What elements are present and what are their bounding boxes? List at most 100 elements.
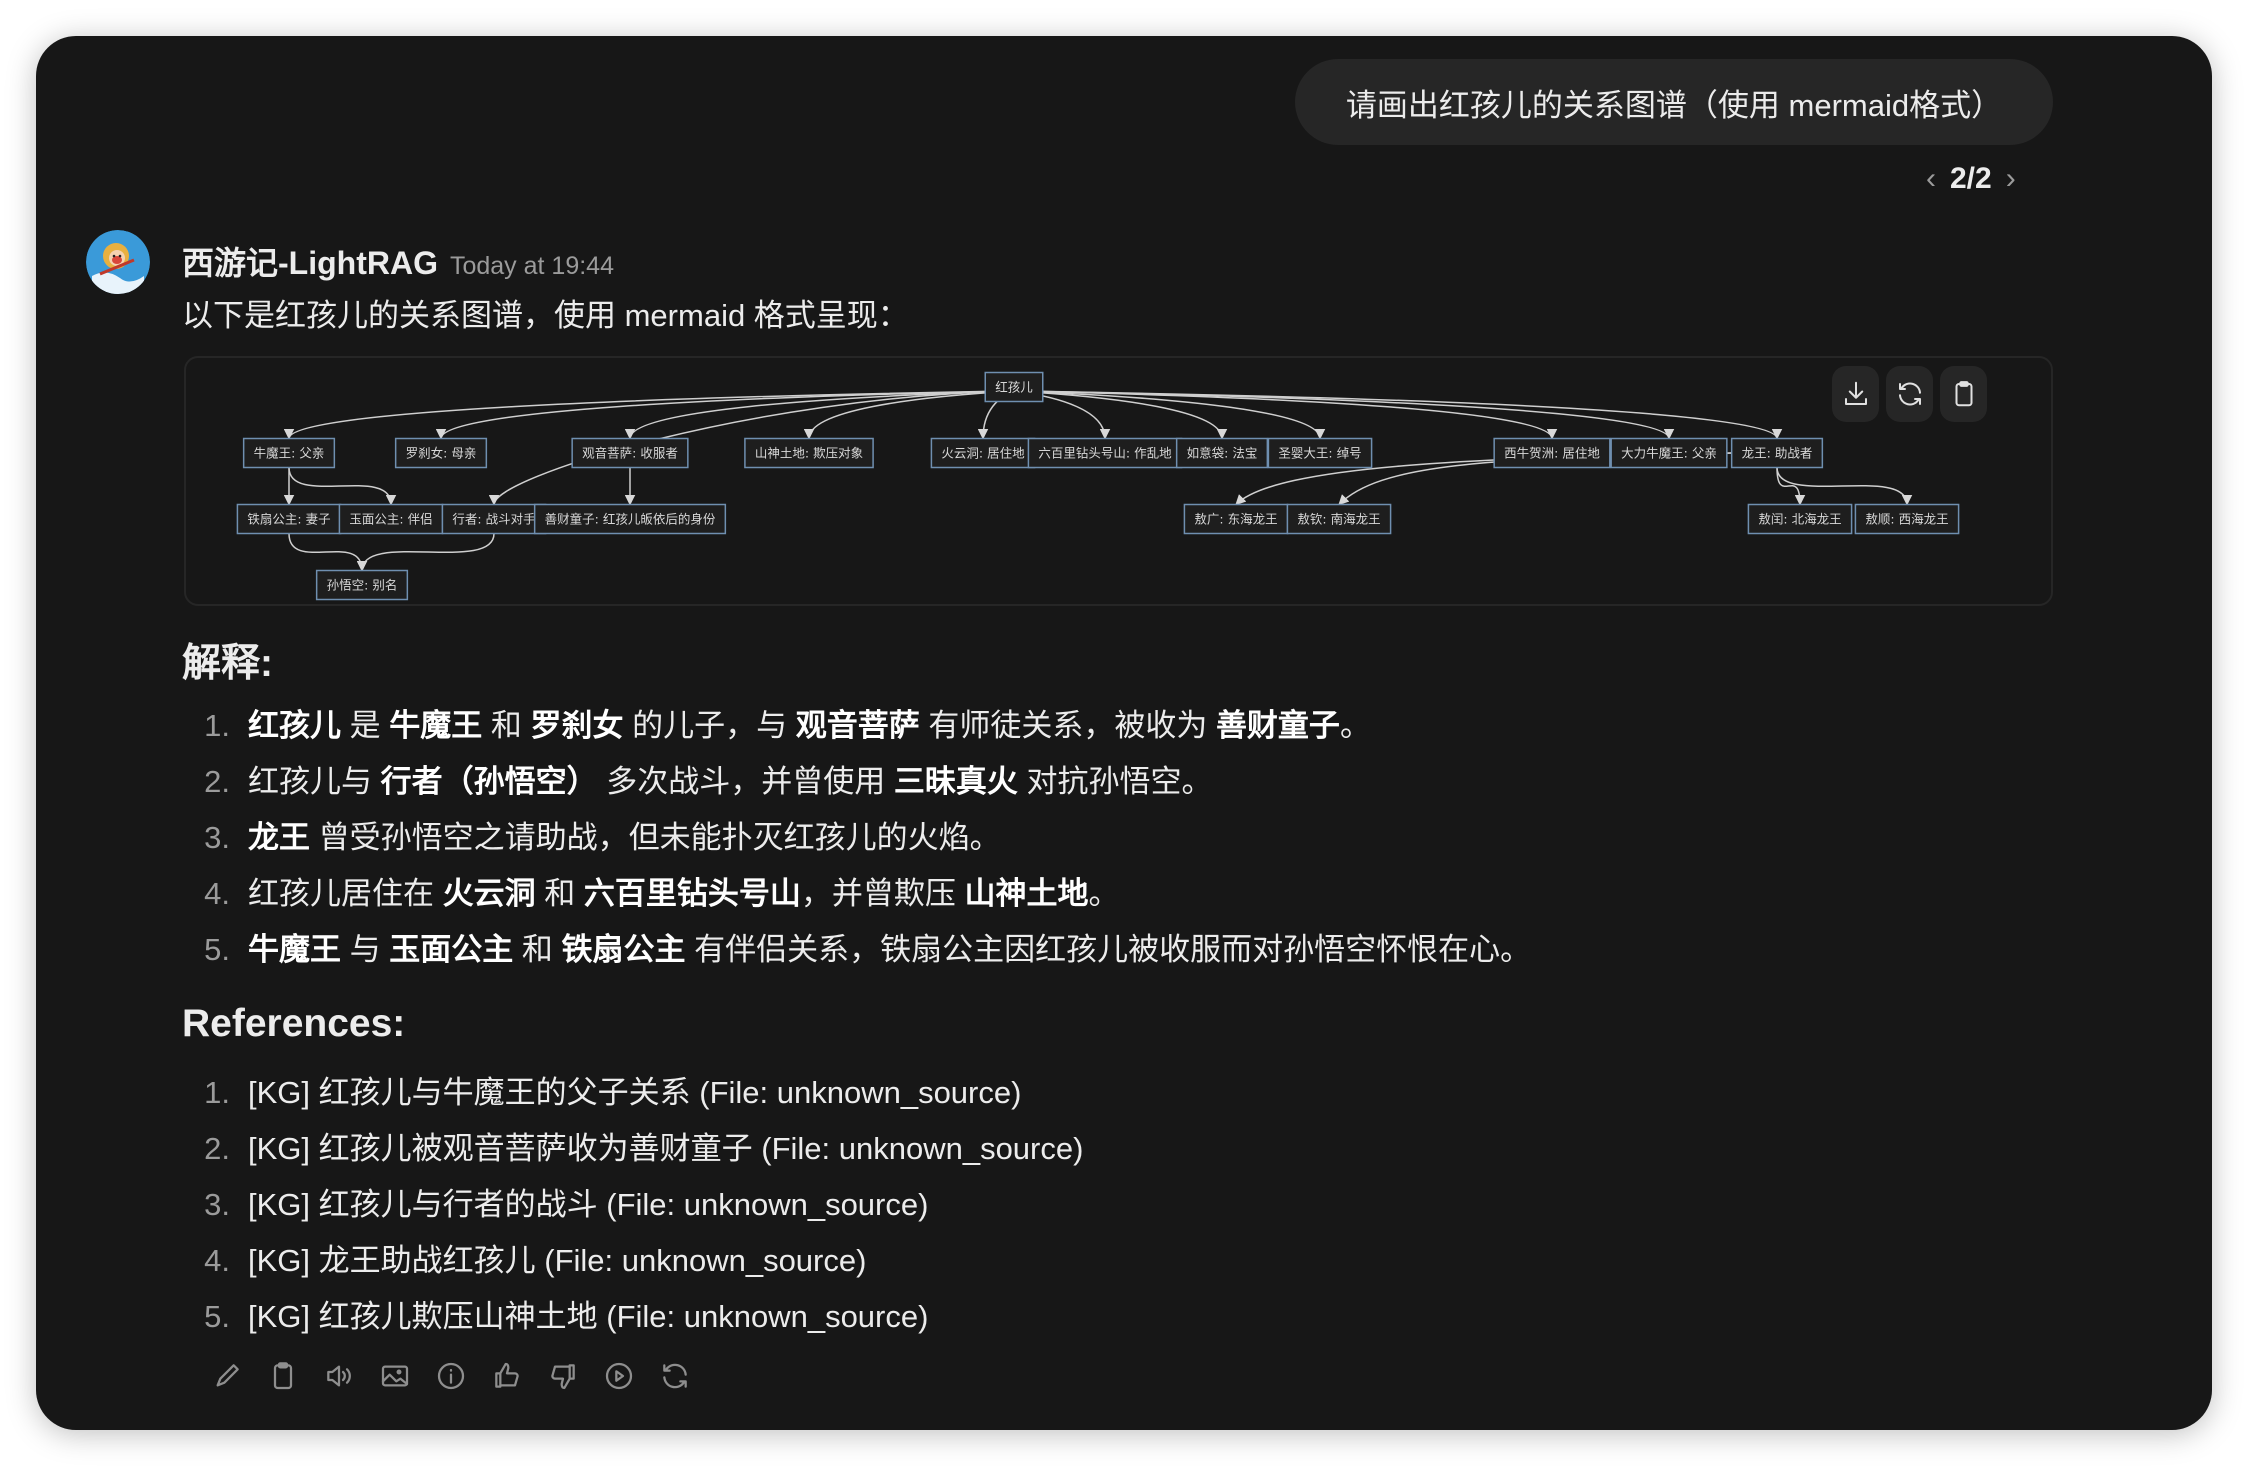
node-label: 敖钦: 南海龙王: [1297, 512, 1380, 527]
list-number: 4.: [204, 876, 230, 911]
download-icon: [1844, 381, 1867, 405]
bold-term: 山神土地: [964, 876, 1089, 911]
play-button[interactable]: [601, 1358, 637, 1394]
text-segment: 对抗孙悟空。: [1017, 764, 1213, 799]
bold-term: 六百里钻头号山: [583, 876, 801, 911]
regenerate-button[interactable]: [657, 1358, 693, 1394]
node-lsn: 罗刹女: 母亲: [394, 437, 488, 469]
edge-root-nmw: [283, 390, 1015, 440]
node-label: 火云洞: 居住地: [941, 446, 1025, 461]
node-label: 牛魔王: 父亲: [254, 446, 325, 461]
bold-term: 龙王: [248, 820, 310, 855]
copy-diagram-button[interactable]: [1940, 366, 1987, 422]
node-label: 孙悟空: 别名: [327, 578, 398, 593]
user-message-text: 请画出红孩儿的关系图谱（使用 mermaid格式）: [1345, 87, 2003, 123]
text-segment: 有师徒关系，被收为: [919, 708, 1216, 743]
text-segment: 。: [1088, 876, 1120, 911]
chevron-right-icon[interactable]: ›: [2005, 162, 2016, 195]
bold-term: 行者（孙悟空）: [380, 764, 598, 799]
reference-item: 3. [KG] 红孩儿与行者的战斗 (File: unknown_source): [182, 1177, 1083, 1233]
info-button[interactable]: [433, 1358, 469, 1394]
text-segment: 红孩儿与: [248, 764, 381, 799]
bold-term: 红孩儿: [248, 708, 341, 743]
image-icon: [381, 1365, 409, 1387]
node-lw: 龙王: 助战者: [1730, 437, 1824, 469]
pager-count: 2/2: [1950, 162, 1992, 195]
list-number: 2.: [204, 1131, 230, 1166]
regenerate-icon: [663, 1363, 687, 1389]
edge-lw-ar: [1776, 467, 1806, 506]
node-sydw: 圣婴大王: 绰号: [1267, 437, 1373, 469]
bold-term: 观音菩萨: [795, 708, 920, 743]
info-icon: [437, 1362, 465, 1390]
text-segment: 和: [513, 932, 562, 967]
reference-text: [KG] 红孩儿被观音菩萨收为善财童子 (File: unknown_sourc…: [248, 1131, 1084, 1166]
reference-item: 4. [KG] 龙王助战红孩儿 (File: unknown_source): [182, 1233, 1083, 1289]
edit-icon: [216, 1364, 239, 1387]
bold-term: 牛魔王: [248, 932, 341, 967]
explanation-heading: 解释:: [182, 642, 273, 685]
response-pager: ‹ 2/2 ›: [1926, 162, 2016, 196]
node-aq: 敖钦: 南海龙王: [1286, 503, 1392, 535]
node-label: 六百里钻头号山: 作乱地: [1038, 446, 1172, 461]
list-number: 2.: [204, 764, 230, 799]
message-timestamp: Today at 19:44: [449, 252, 614, 280]
message-actions-toolbar: [209, 1358, 693, 1394]
read-aloud-button[interactable]: [321, 1358, 357, 1394]
thumbs-up-button[interactable]: [489, 1358, 525, 1394]
list-number: 3.: [204, 1187, 230, 1222]
node-label: 如意袋: 法宝: [1187, 446, 1258, 461]
text-segment: 的儿子，与: [623, 708, 796, 743]
node-label: 善财童子: 红孩儿皈依后的身份: [545, 512, 716, 527]
explanation-list: 1. 红孩儿 是 牛魔王 和 罗刹女 的儿子，与 观音菩萨 有师徒关系，被收为 善…: [182, 698, 1531, 978]
reference-text: [KG] 龙王助战红孩儿 (File: unknown_source): [248, 1243, 867, 1278]
list-number: 5.: [204, 932, 230, 967]
reference-item: 1. [KG] 红孩儿与牛魔王的父子关系 (File: unknown_sourc…: [182, 1065, 1083, 1121]
explanation-item: 3. 龙王 曾受孙悟空之请助战，但未能扑灭红孩儿的火焰。: [182, 810, 1531, 866]
assistant-intro: 以下是红孩儿的关系图谱，使用 mermaid 格式呈现：: [182, 298, 909, 333]
assistant-name: 西游记-LightRAG: [182, 245, 438, 281]
copy-button[interactable]: [265, 1358, 301, 1394]
node-xz: 行者: 战斗对手: [441, 503, 547, 535]
node-label: 罗刹女: 母亲: [406, 446, 477, 461]
mermaid-diagram: 红孩儿 牛魔王: 父亲 罗刹女: 母亲 观音菩萨: 收服者 山神土地: 欺压对象 火云洞:…: [184, 356, 2053, 606]
reference-item: 5. [KG] 红孩儿欺压山神土地 (File: unknown_source): [182, 1289, 1083, 1345]
reference-item: 2. [KG] 红孩儿被观音菩萨收为善财童子 (File: unknown_sou…: [182, 1121, 1083, 1177]
play-icon: [605, 1362, 633, 1390]
read-aloud-icon: [327, 1365, 351, 1387]
node-ryd: 如意袋: 法宝: [1175, 437, 1269, 469]
edge-root-gy: [624, 390, 1015, 440]
edge-lw-as: [1776, 467, 1913, 506]
node-swk: 孙悟空: 别名: [315, 569, 409, 601]
node-xnhz: 西牛贺洲: 居住地: [1493, 437, 1611, 469]
clipboard-icon: [1955, 381, 1972, 407]
thumbs-down-button[interactable]: [545, 1358, 581, 1394]
node-label: 龙王: 助战者: [1742, 446, 1813, 461]
download-button[interactable]: [1832, 366, 1879, 422]
thumbs-down-icon: [551, 1364, 575, 1390]
rerender-button[interactable]: [1886, 366, 1933, 422]
edge-root-sstd: [803, 390, 1015, 440]
text-segment: 与: [341, 932, 390, 967]
reference-text: [KG] 红孩儿与行者的战斗 (File: unknown_source): [248, 1187, 929, 1222]
list-number: 4.: [204, 1243, 230, 1278]
node-label: 敖广: 东海龙王: [1194, 512, 1277, 527]
node-label: 西牛贺洲: 居住地: [1504, 446, 1600, 461]
bold-term: 铁扇公主: [561, 932, 686, 967]
chevron-left-icon[interactable]: ‹: [1926, 162, 1936, 195]
node-label: 敖闰: 北海龙王: [1758, 512, 1841, 527]
edge-xz-swk: [356, 533, 495, 572]
bold-term: 玉面公主: [389, 932, 514, 967]
node-tsgz: 铁扇公主: 妻子: [236, 503, 342, 535]
image-button[interactable]: [377, 1358, 413, 1394]
text-segment: 和: [482, 708, 531, 743]
refresh-icon: [1898, 382, 1921, 406]
edit-button[interactable]: [209, 1358, 245, 1394]
node-root: 红孩儿: [984, 371, 1044, 403]
node-as: 敖顺: 西海龙王: [1854, 503, 1960, 535]
node-label: 观音菩萨: 收服者: [582, 446, 678, 461]
node-label: 敖顺: 西海龙王: [1865, 512, 1948, 527]
references-list: 1. [KG] 红孩儿与牛魔王的父子关系 (File: unknown_sourc…: [182, 1065, 1083, 1345]
bold-term: 善财童子: [1215, 708, 1340, 743]
explanation-item: 4. 红孩儿居住在 火云洞 和 六百里钻头号山，并曾欺压 山神土地。: [182, 866, 1531, 922]
